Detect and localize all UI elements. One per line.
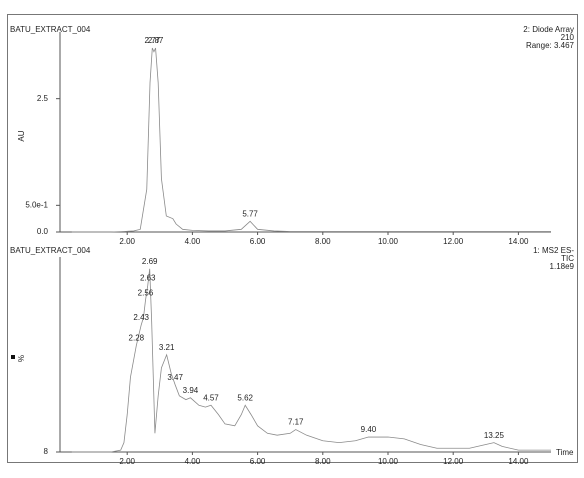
peak-label: 3.47: [167, 373, 183, 382]
x-tick-label: 8.00: [315, 457, 331, 466]
peak-label: 2.69: [142, 257, 158, 266]
trace: [71, 268, 551, 453]
trace: [71, 47, 551, 233]
peak-label: 3.21: [159, 343, 175, 352]
x-tick-label: 12.00: [443, 457, 464, 466]
peak-label: 2.87: [148, 36, 164, 45]
peak-label: 13.25: [484, 431, 505, 440]
y-tick-label: 5.0e-1: [25, 200, 48, 209]
trace-info: 1.18e9: [550, 262, 575, 271]
y-axis-label: AU: [17, 130, 26, 141]
x-tick-label: 6.00: [250, 457, 266, 466]
y-axis-label: %: [17, 355, 26, 362]
trace-info: 1: MS2 ES-: [533, 246, 574, 255]
x-tick-label: 12.00: [443, 237, 464, 246]
marker: [11, 355, 15, 359]
panel-title: BATU_EXTRACT_004: [10, 246, 91, 255]
x-tick-label: 4.00: [185, 457, 201, 466]
x-axis-label: Time: [556, 448, 574, 457]
x-tick-label: 8.00: [315, 237, 331, 246]
peak-label: 3.94: [183, 386, 199, 395]
y-tick-label: 2.5: [37, 94, 49, 103]
peak-label: 2.56: [138, 289, 154, 298]
y-tick-label: 8: [44, 447, 49, 456]
peak-label: 2.77: [145, 36, 161, 45]
x-tick-label: 14.00: [508, 237, 529, 246]
peak-label: 5.62: [237, 393, 253, 402]
peak-label: 2.43: [133, 313, 149, 322]
x-tick-label: 14.00: [508, 457, 529, 466]
frame: [7, 14, 578, 463]
peak-label: 4.57: [203, 393, 219, 402]
trace-info: Range: 3.467: [526, 41, 575, 50]
x-tick-label: 2.00: [119, 457, 135, 466]
trace-info: 210: [561, 33, 575, 42]
trace-info: TIC: [561, 254, 574, 263]
panel-title: BATU_EXTRACT_004: [10, 25, 91, 34]
y-tick-label: 0.0: [37, 227, 49, 236]
peak-label: 2.63: [140, 274, 156, 283]
peak-label: 5.77: [242, 209, 258, 218]
x-tick-label: 10.00: [378, 237, 399, 246]
peak-label: 9.40: [361, 425, 377, 434]
x-tick-label: 6.00: [250, 237, 266, 246]
peak-label: 7.17: [288, 418, 304, 427]
x-tick-label: 10.00: [378, 457, 399, 466]
x-tick-label: 2.00: [119, 237, 135, 246]
peak-label: 2.28: [129, 334, 145, 343]
x-tick-label: 4.00: [185, 237, 201, 246]
trace-info: 2: Diode Array: [523, 25, 574, 34]
